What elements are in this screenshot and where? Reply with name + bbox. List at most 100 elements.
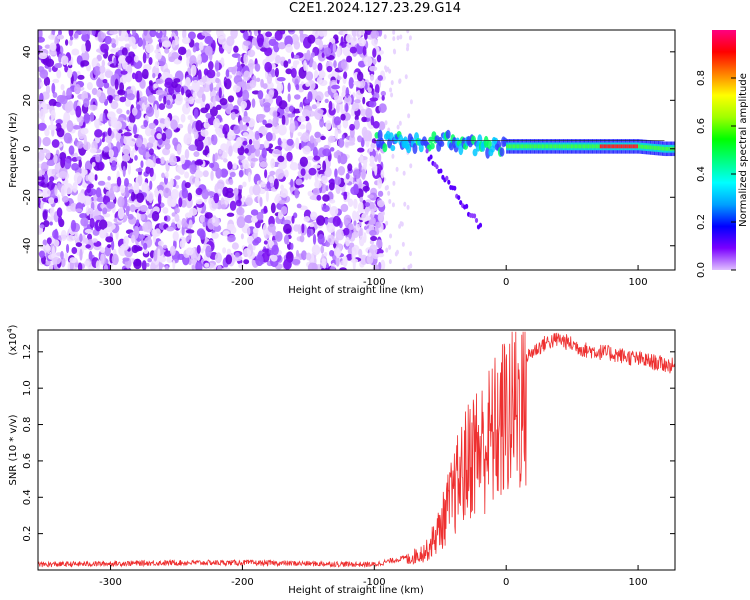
- noise-cell: [246, 226, 251, 236]
- signal-cell: [661, 146, 664, 151]
- noise-cell: [87, 172, 95, 183]
- noise-cell: [328, 182, 335, 191]
- noise-cell: [78, 159, 82, 168]
- noise-cell: [99, 73, 105, 80]
- noise-cell: [297, 223, 301, 235]
- signal-cell: [580, 144, 582, 149]
- noise-cell: [345, 253, 354, 261]
- signal-cell: [643, 144, 645, 149]
- noise-cell: [164, 47, 170, 54]
- signal-cell: [620, 144, 623, 149]
- noise-cell: [64, 65, 69, 73]
- noise-cell: [252, 239, 260, 246]
- signal-cell: [593, 144, 595, 149]
- noise-cell: [63, 132, 73, 144]
- noise-cell: [252, 227, 259, 234]
- noise-cell: [299, 124, 306, 130]
- noise-cell: [50, 109, 56, 120]
- noise-cell: [396, 124, 400, 130]
- noise-cell: [388, 68, 392, 74]
- noise-cell: [335, 247, 341, 259]
- noise-cell: [253, 30, 259, 37]
- signal-cell: [551, 144, 553, 149]
- noise-cell: [409, 163, 413, 169]
- noise-cell: [389, 87, 393, 93]
- noise-cell: [209, 81, 214, 92]
- noise-cell: [135, 219, 140, 227]
- noise-cell: [194, 176, 200, 185]
- noise-cell: [171, 81, 178, 89]
- noise-cell: [162, 207, 169, 214]
- noise-cell: [311, 104, 318, 110]
- chart-title: C2E1.2024.127.23.29.G14: [288, 1, 462, 16]
- noise-cell: [261, 147, 267, 159]
- noise-cell: [122, 144, 131, 156]
- noise-cell: [353, 220, 357, 227]
- noise-cell: [49, 42, 57, 52]
- signal-cell: [515, 144, 517, 149]
- signal-cell: [556, 144, 558, 149]
- noise-cell: [170, 188, 180, 200]
- noise-cell: [194, 138, 199, 147]
- noise-cell: [89, 112, 95, 122]
- signal-cell: [382, 143, 388, 153]
- noise-cell: [133, 258, 142, 270]
- noise-cell: [38, 44, 43, 51]
- noise-cell: [154, 228, 161, 237]
- noise-cell: [79, 248, 83, 261]
- noise-cell: [336, 47, 341, 58]
- noise-cell: [317, 234, 325, 245]
- noise-cell: [322, 194, 330, 202]
- noise-cell: [303, 215, 311, 222]
- noise-cell: [398, 78, 402, 84]
- noise-cell: [221, 267, 231, 270]
- y-tick-label: 40: [22, 45, 33, 58]
- noise-cell: [89, 217, 95, 229]
- snr-frame: [37, 329, 676, 571]
- noise-cell: [51, 82, 56, 94]
- noise-cell: [230, 111, 236, 121]
- noise-cell: [149, 180, 153, 190]
- noise-cell: [38, 52, 48, 60]
- noise-cell: [71, 48, 80, 56]
- signal-cell: [557, 144, 559, 149]
- noise-cell: [358, 222, 362, 227]
- noise-cell: [59, 95, 68, 105]
- noise-cell: [182, 30, 187, 40]
- noise-cell: [49, 176, 55, 182]
- noise-cell: [301, 132, 310, 143]
- noise-cell: [323, 144, 330, 150]
- noise-cell: [372, 58, 377, 65]
- noise-cell: [163, 187, 172, 199]
- noise-cell: [243, 259, 250, 265]
- noise-cell: [277, 137, 282, 146]
- noise-cell: [165, 160, 170, 172]
- noise-cell: [122, 154, 131, 162]
- noise-cell: [409, 99, 413, 105]
- noise-cell: [212, 96, 216, 109]
- noise-cell: [215, 104, 222, 111]
- spectrogram-marks: [38, 30, 675, 270]
- noise-cell: [377, 200, 385, 208]
- noise-cell: [69, 36, 74, 41]
- noise-cell: [174, 93, 183, 106]
- noise-cell: [147, 258, 152, 263]
- noise-cell: [162, 147, 171, 156]
- noise-cell: [145, 43, 154, 54]
- noise-cell: [310, 52, 315, 58]
- noise-cell: [273, 178, 279, 190]
- noise-cell: [322, 160, 327, 172]
- noise-cell: [289, 122, 296, 133]
- noise-cell: [172, 93, 177, 100]
- signal-cell: [472, 148, 478, 157]
- noise-cell: [301, 223, 305, 234]
- noise-cell: [86, 82, 93, 90]
- noise-cell: [313, 155, 321, 161]
- noise-cell: [172, 231, 179, 242]
- noise-cell: [266, 181, 271, 190]
- x-tick-label: -100: [363, 277, 386, 288]
- noise-cell: [253, 140, 261, 150]
- signal-cell: [649, 145, 652, 150]
- noise-cell: [77, 262, 83, 270]
- noise-cell: [185, 247, 194, 256]
